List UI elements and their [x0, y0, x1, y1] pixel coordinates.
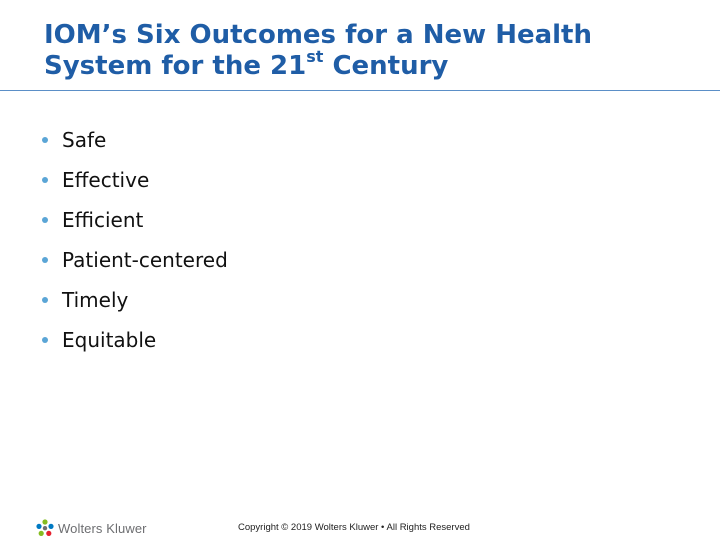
list-item: Equitable [42, 320, 228, 360]
list-item: Patient-centered [42, 240, 228, 280]
title-superscript: st [306, 47, 324, 67]
bullet-label: Safe [62, 128, 107, 152]
list-item: Safe [42, 120, 228, 160]
slide-title: IOM’s Six Outcomes for a New Health Syst… [44, 20, 684, 82]
footer-logo: Wolters Kluwer [36, 518, 147, 538]
bullet-dot-icon [42, 337, 48, 343]
bullet-label: Patient-centered [62, 248, 228, 272]
list-item: Timely [42, 280, 228, 320]
title-line-2-prefix: System for the 21 [44, 51, 307, 81]
logo-text: Wolters Kluwer [58, 520, 147, 536]
bullet-dot-icon [42, 217, 48, 223]
title-line-2-suffix: Century [323, 51, 449, 81]
bullet-label: Timely [62, 288, 129, 312]
title-divider [0, 90, 720, 91]
list-item: Effective [42, 160, 228, 200]
bullet-dot-icon [42, 297, 48, 303]
list-item: Efficient [42, 200, 228, 240]
title-line-1: IOM’s Six Outcomes for a New Health [44, 20, 592, 50]
bullet-label: Effective [62, 168, 150, 192]
bullet-label: Equitable [62, 328, 157, 352]
copyright-text: Copyright © 2019 Wolters Kluwer • All Ri… [238, 522, 470, 533]
bullet-dot-icon [42, 257, 48, 263]
bullet-dot-icon [42, 137, 48, 143]
bullet-list: Safe Effective Efficient Patient-centere… [42, 120, 228, 360]
bullet-label: Efficient [62, 208, 144, 232]
bullet-dot-icon [42, 177, 48, 183]
wolters-kluwer-logo-icon [36, 519, 54, 536]
